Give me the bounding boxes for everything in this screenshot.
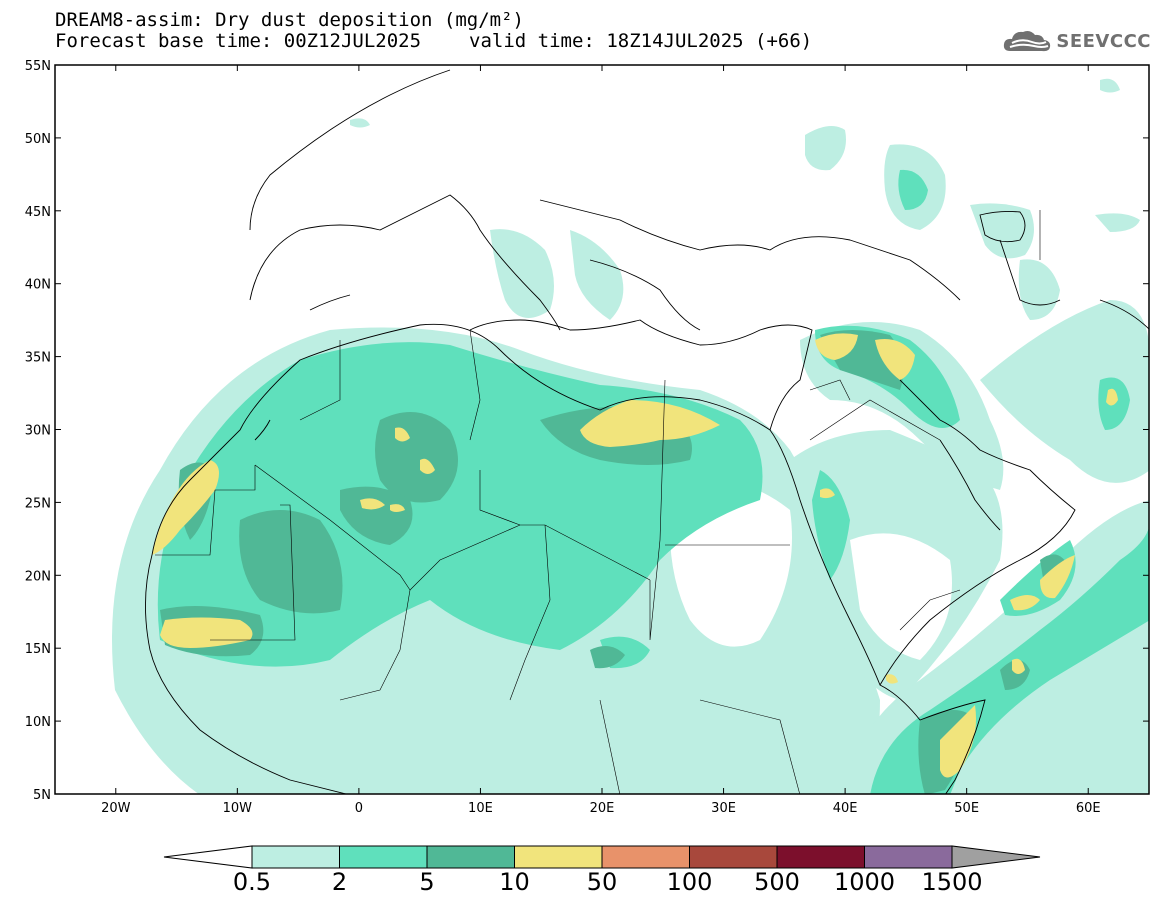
lat-label: 55N [25, 59, 51, 74]
lat-label: 50N [25, 132, 51, 147]
lon-label: 50E [954, 801, 979, 816]
colorbar-segment [426, 845, 515, 869]
cloud-icon [1004, 31, 1051, 52]
forecast-base-time: Forecast base time: 00Z12JUL2025 [55, 30, 422, 52]
colorbar-segment [514, 845, 603, 869]
colorbar-segment [339, 845, 428, 869]
lat-label: 5N [33, 788, 51, 803]
lat-label: 40N [25, 278, 51, 293]
lon-label: 20E [590, 801, 615, 816]
colorbar-level-label: 1500 [921, 868, 982, 896]
colorbar-level-label: 500 [754, 868, 800, 896]
map-subtitle: Forecast base time: 00Z12JUL2025 valid ti… [55, 31, 812, 51]
colorbar-segment [251, 845, 340, 869]
lon-label: 40E [833, 801, 858, 816]
country-borders [155, 210, 1041, 794]
lon-label: 20W [101, 801, 131, 816]
colorbar-level-label: 100 [667, 868, 713, 896]
colorbar-level-label: 2 [332, 868, 347, 896]
lon-label: 10E [468, 801, 493, 816]
lon-label: 60E [1076, 801, 1101, 816]
colorbar-segment [601, 845, 690, 869]
lat-label: 45N [25, 205, 51, 220]
colorbar-segment [689, 845, 778, 869]
lon-label: 10W [223, 801, 253, 816]
valid-time: valid time: 18Z14JUL2025 (+66) [469, 30, 813, 52]
map-title: DREAM8-assim: Dry dust deposition (mg/m²… [55, 9, 524, 31]
seevccc-logo: SEEVCCC [1002, 26, 1151, 56]
colorbar-level-label: 5 [419, 868, 434, 896]
colorbar-level-label: 50 [587, 868, 618, 896]
coastlines [145, 69, 1149, 794]
colorbar-segment [864, 845, 953, 869]
dust-fields [112, 78, 1149, 794]
field-level-10 [152, 333, 1118, 778]
colorbar: 0.5 2 5 10 50 100 500 1000 1500 [163, 845, 1041, 896]
colorbar-level-label: 1000 [834, 868, 895, 896]
colorbar-under-triangle [163, 845, 253, 869]
lat-label: 35N [25, 351, 51, 366]
latitude-axis: 55N 50N 45N 40N 35N 30N 25N 20N 15N 10N 5N [25, 59, 1149, 803]
lat-label: 25N [25, 496, 51, 511]
logo-text: SEEVCCC [1056, 30, 1151, 52]
colorbar-level-label: 10 [499, 868, 530, 896]
lat-label: 30N [25, 424, 51, 439]
lat-label: 20N [25, 569, 51, 584]
colorbar-level-label: 0.5 [233, 868, 271, 896]
colorbar-over-triangle [951, 845, 1041, 869]
lat-label: 10N [25, 715, 51, 730]
longitude-axis: 20W 10W 0 10E 20E 30E 40E 50E 60E [101, 65, 1101, 816]
lon-label: 0 [355, 801, 363, 816]
lon-label: 30E [711, 801, 736, 816]
lat-label: 15N [25, 642, 51, 657]
colorbar-segment [776, 845, 865, 869]
